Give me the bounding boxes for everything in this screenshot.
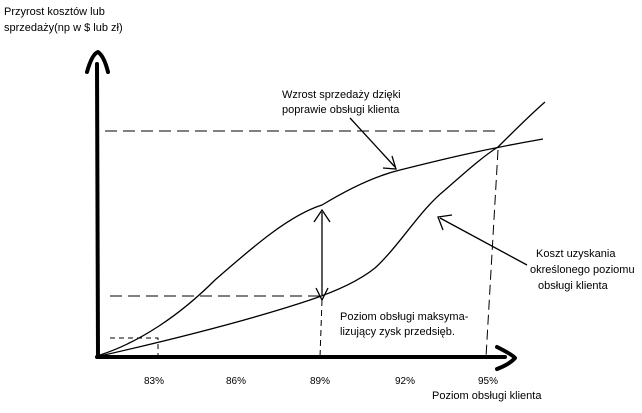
- sales-growth-label-line1: Wzrost sprzedaży dzięki: [282, 89, 401, 101]
- optimum-label-line1: Poziom obsługi maksyma-: [340, 311, 469, 323]
- y-axis-arrow-icon: [85, 50, 110, 74]
- x-axis-title: Poziom obsługi klienta: [432, 390, 542, 402]
- cost-label-line3: obsługi klienta: [538, 280, 608, 292]
- x-axis-arrow-icon: [495, 345, 517, 371]
- cost-label-line1: Koszt uzyskania: [536, 248, 616, 260]
- x-tick-label: 92%: [394, 376, 415, 387]
- dashed-guide-89: [319, 299, 323, 358]
- y-axis-title-line1: Przyrost kosztów lub: [4, 6, 105, 18]
- optimum-label-line2: lizujący zysk przedsięb.: [340, 326, 455, 338]
- cost-pointer-arrowhead-icon: [437, 214, 453, 231]
- optimum-arrow-up-icon: [313, 208, 331, 223]
- x-tick-label: 86%: [225, 376, 246, 387]
- cost-curve: [99, 101, 546, 357]
- x-tick-label: 89%: [309, 376, 330, 387]
- sales-pointer-arrowhead-icon: [382, 155, 397, 170]
- y-axis-title-line2: sprzedaży(np w $ lub zł): [4, 22, 123, 34]
- dashed-guide-low: [110, 337, 159, 357]
- sales-growth-label-line2: poprawie obsługi klienta: [282, 104, 400, 116]
- dashed-guide-95: [485, 149, 499, 358]
- x-tick-label: 83%: [143, 376, 164, 387]
- sales-growth-curve: [99, 138, 544, 356]
- sales-pointer-arrow: [349, 117, 396, 168]
- optimum-arrow-down-icon: [315, 287, 329, 302]
- y-axis-line: [95, 62, 100, 359]
- cost-pointer-arrow: [439, 217, 528, 266]
- cost-label-line2: określonego poziomu: [530, 264, 635, 276]
- x-tick-label: 95%: [477, 376, 498, 387]
